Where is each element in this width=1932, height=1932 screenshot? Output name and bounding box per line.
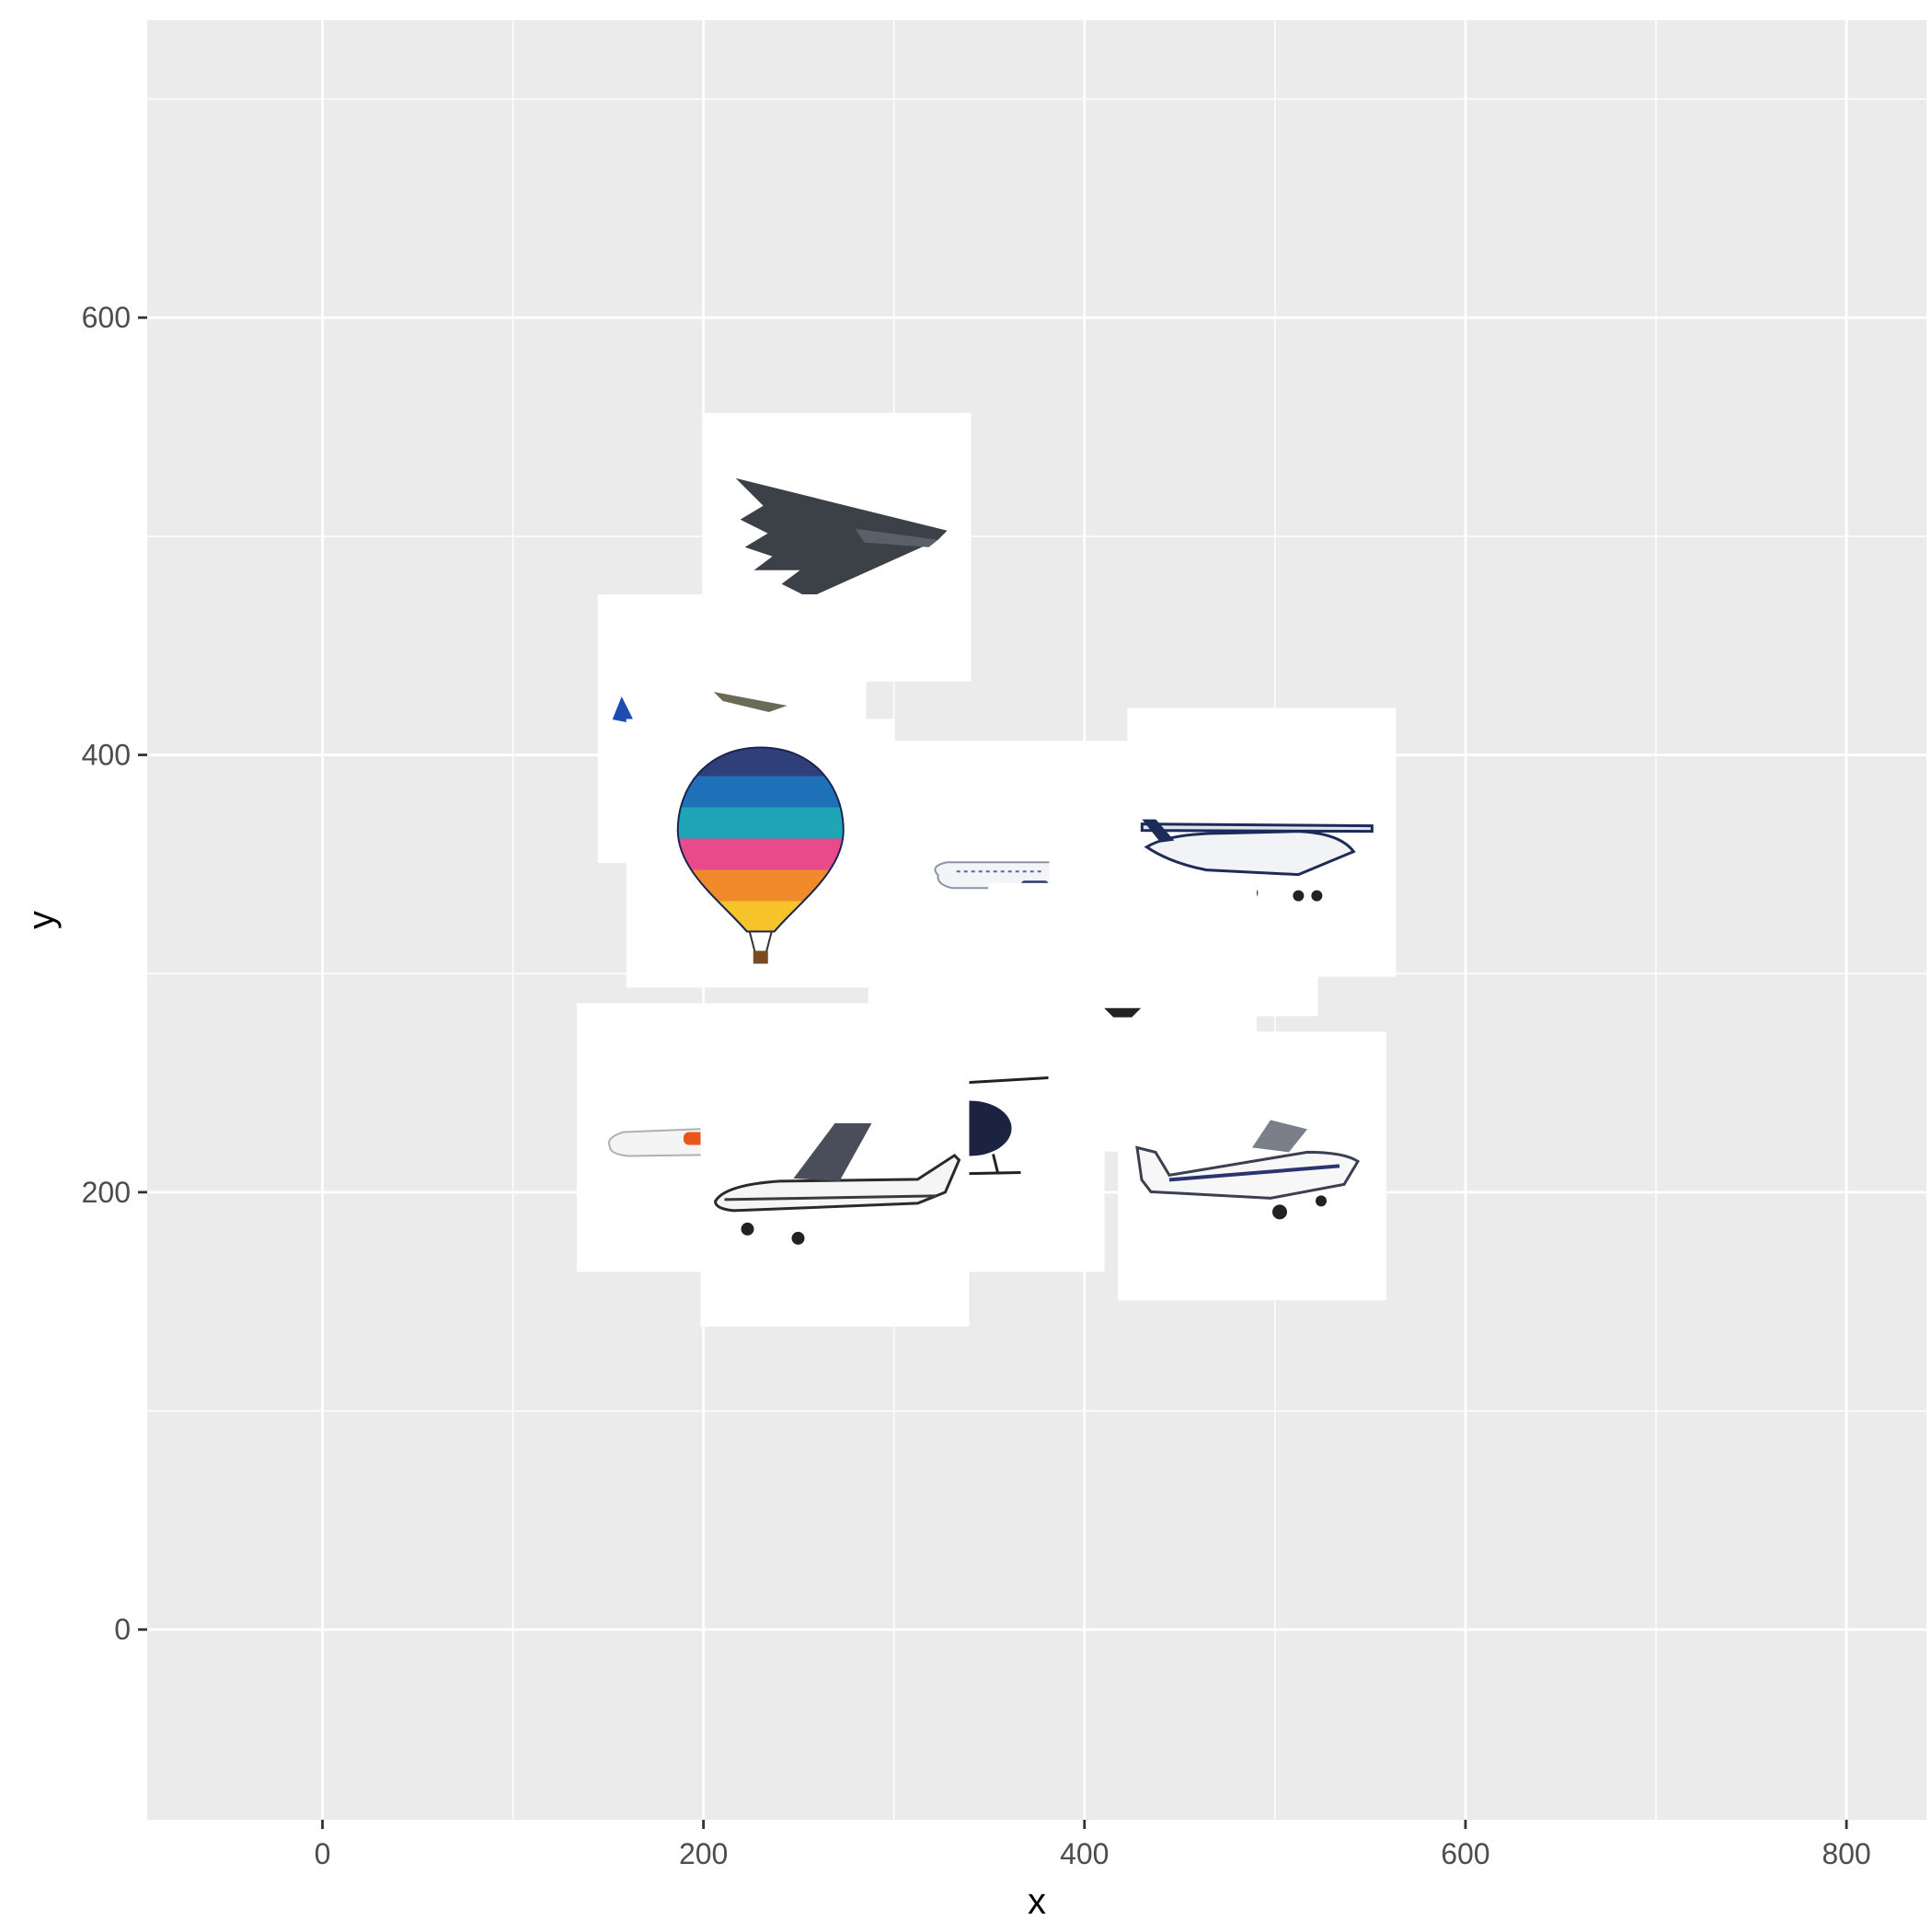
- x-tick-label: 600: [1441, 1837, 1489, 1870]
- airliner-icon: [612, 692, 788, 725]
- stealth-bomber-icon: [735, 477, 948, 598]
- data-marks: [576, 412, 1397, 1327]
- y-tick-label: 600: [82, 301, 131, 334]
- point-hot-air-balloon: [626, 719, 895, 988]
- cessna-g-jmke-icon: [1135, 1120, 1361, 1220]
- cessna-d-eowi-icon: [714, 1122, 961, 1245]
- y-tick-label: 400: [82, 739, 131, 772]
- x-tick-label: 400: [1060, 1837, 1109, 1870]
- point-cessna-g-jmke: [1117, 1031, 1386, 1301]
- jet-icon: [1104, 1007, 1142, 1018]
- x-tick-label: 200: [679, 1837, 728, 1870]
- x-axis-title: x: [1028, 1881, 1046, 1922]
- y-axis-title: y: [21, 911, 62, 929]
- x-tick-label: 0: [315, 1837, 331, 1870]
- axes: 0 200 400 600 800 0 200 400 600: [82, 301, 1871, 1870]
- y-tick-label: 0: [114, 1613, 131, 1646]
- x-tick-label: 800: [1822, 1837, 1870, 1870]
- y-tick-label: 200: [82, 1176, 131, 1209]
- cessna-high-wing-icon: [1140, 819, 1374, 902]
- point-cessna-d-eowi: [700, 1057, 970, 1327]
